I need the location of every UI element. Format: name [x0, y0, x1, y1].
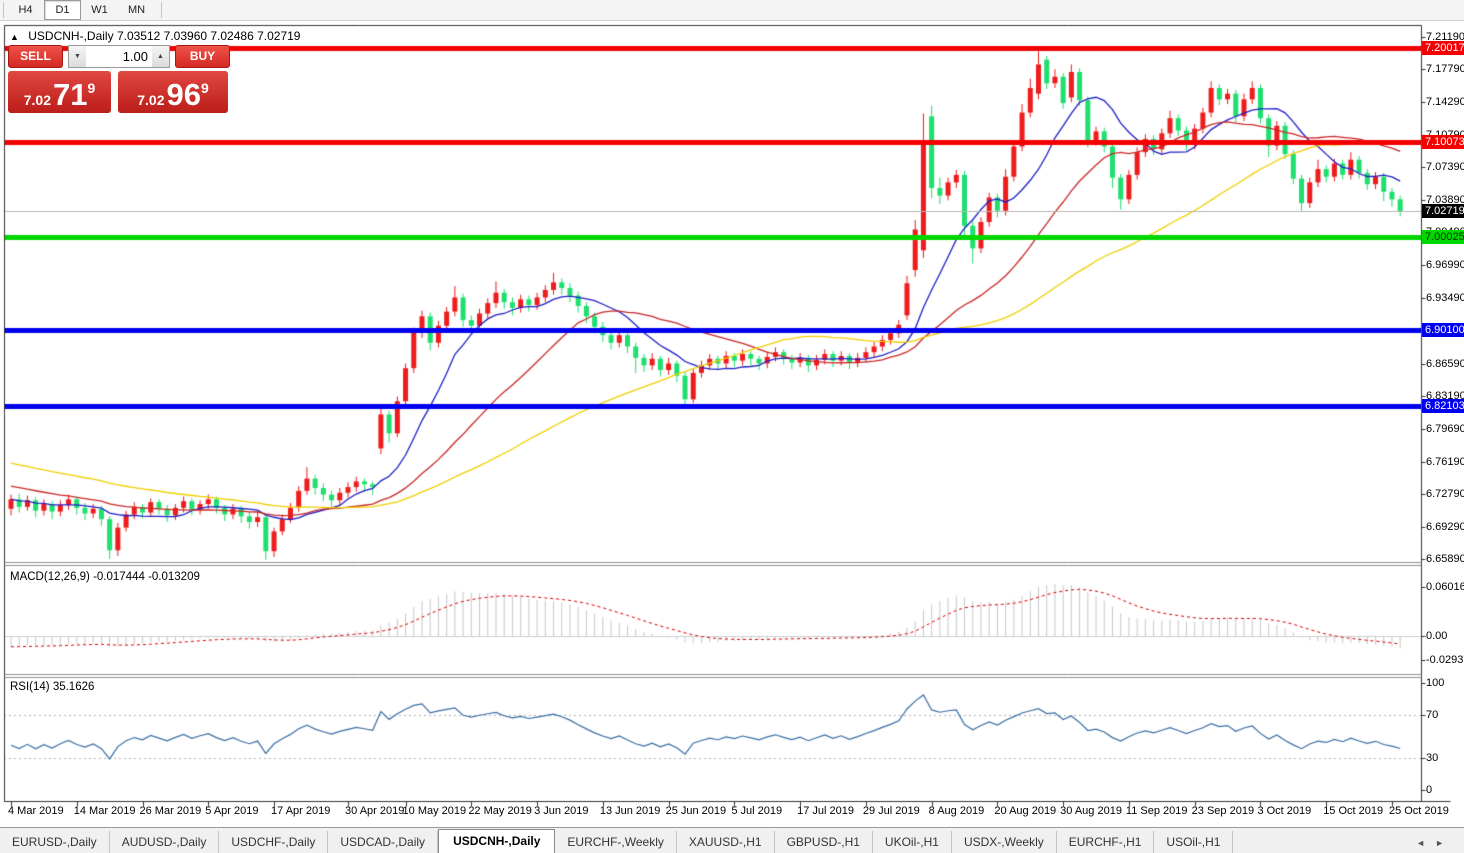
date-axis-label: 25 Oct 2019	[1388, 805, 1449, 817]
price-axis-label: 6.86590	[1426, 357, 1464, 370]
timeframe-button-h4[interactable]: H4	[18, 4, 33, 16]
date-axis-label: 4 Mar 2019	[8, 805, 64, 817]
price-axis-label: 6.72790	[1426, 487, 1464, 500]
buy-price-main: 96	[166, 77, 201, 112]
price-axis-label: 7.14290	[1426, 96, 1464, 109]
buy-price-prefix: 7.02	[137, 92, 165, 108]
price-badge: 6.90100	[1422, 323, 1464, 338]
price-axis-label: 7.07390	[1426, 161, 1464, 174]
symbol-tab-eurusd-daily[interactable]: EURUSD-,Daily	[0, 831, 110, 853]
date-axis-label: 30 Apr 2019	[345, 805, 405, 817]
date-axis-label: 11 Sep 2019	[1125, 805, 1188, 817]
price-axis-label: 7.21190	[1426, 31, 1464, 44]
date-axis-label: 5 Jul 2019	[731, 805, 783, 817]
symbol-tab-xauusd-h1[interactable]: XAUUSD-,H1	[677, 831, 775, 853]
date-axis-label: 3 Jun 2019	[534, 805, 589, 817]
rsi-axis-label: 0	[1426, 784, 1433, 796]
symbol-tab-gbpusd-h1[interactable]: GBPUSD-,H1	[775, 831, 873, 853]
timeframe-button-w1[interactable]: W1	[91, 4, 108, 16]
date-axis-label: 5 Apr 2019	[205, 805, 259, 817]
macd-axis-label: 0.060161	[1426, 580, 1464, 593]
rsi-indicator-label: RSI(14) 35.1626	[10, 681, 95, 693]
price-axis-label: 6.93490	[1426, 292, 1464, 305]
price-badge: 7.00025	[1422, 229, 1464, 244]
buy-price-display[interactable]: 7.02 96 9	[118, 71, 228, 113]
ohlc-quote: 7.03512 7.03960 7.02486 7.02719	[116, 29, 301, 43]
price-axis-label: 6.65890	[1426, 552, 1464, 565]
date-axis-label: 8 Aug 2019	[928, 805, 985, 817]
symbol-tab-eurchf-weekly[interactable]: EURCHF-,Weekly	[555, 831, 677, 853]
date-axis-label: 25 Jun 2019	[665, 805, 727, 817]
symbol-tab-usdcnh-daily[interactable]: USDCNH-,Daily	[438, 829, 556, 853]
date-axis-label: 17 Jul 2019	[797, 805, 854, 817]
price-axis-label: 7.03890	[1426, 194, 1464, 207]
price-badge: 7.20017	[1422, 41, 1464, 56]
date-axis-label: 23 Sep 2019	[1191, 805, 1255, 817]
date-axis-label: 22 May 2019	[468, 805, 532, 817]
rsi-axis-label: 70	[1426, 709, 1439, 722]
volume-stepper: ▼ ▲	[68, 45, 170, 68]
chart-header: ▲ USDCNH-,Daily 7.03512 7.03960 7.02486 …	[10, 29, 300, 43]
date-axis-label: 13 Jun 2019	[599, 805, 661, 817]
price-axis-label: 6.69290	[1426, 520, 1464, 533]
sell-price-main: 71	[52, 77, 88, 112]
price-axis-label: 6.83190	[1426, 389, 1464, 402]
price-axis-label: 6.76190	[1426, 455, 1464, 468]
price-axis-label: 7.17790	[1426, 63, 1464, 76]
price-badge: 6.82103	[1422, 398, 1464, 413]
date-axis-label: 29 Jul 2019	[862, 805, 920, 817]
timeframe-button-d1[interactable]: D1	[44, 0, 81, 20]
date-axis-label: 20 Aug 2019	[994, 805, 1057, 817]
symbol-tab-usoil-h1[interactable]: USOil-,H1	[1154, 831, 1234, 853]
rsi-axis-label: 30	[1426, 751, 1439, 764]
timeframe-toolbar: H4 D1 W1 MN	[0, 0, 1464, 21]
date-axis-label: 15 Oct 2019	[1323, 805, 1384, 817]
volume-input[interactable]	[86, 46, 152, 67]
toolbar-separator	[161, 2, 162, 18]
one-click-trading-panel: SELL ▼ ▲ BUY 7.02 71 9 7.02 96 9	[8, 45, 230, 113]
symbol-tab-bar: EURUSD-,Daily AUDUSD-,Daily USDCHF-,Daily U…	[0, 827, 1464, 853]
symbol-tab-ukoil-h1[interactable]: UKOil-,H1	[873, 831, 952, 853]
sell-price-pip: 9	[87, 80, 96, 96]
symbol-tab-eurchf-h1[interactable]: EURCHF-,H1	[1057, 831, 1155, 853]
symbol-tab-audusd-daily[interactable]: AUDUSD-,Daily	[110, 831, 220, 853]
sell-button[interactable]: SELL	[8, 45, 63, 68]
macd-axis-label: 0.00	[1426, 630, 1448, 642]
symbol-tab-usdcad-daily[interactable]: USDCAD-,Daily	[328, 831, 439, 853]
volume-increase-button[interactable]: ▲	[152, 46, 169, 67]
tab-scroll-left-icon[interactable]: ◄	[1416, 838, 1436, 848]
date-axis-label: 30 Aug 2019	[1060, 805, 1122, 817]
symbol-tab-usdchf-daily[interactable]: USDCHF-,Daily	[219, 831, 329, 853]
sell-price-prefix: 7.02	[23, 92, 51, 108]
date-axis-label: 10 May 2019	[402, 805, 467, 817]
buy-price-pip: 9	[200, 80, 209, 96]
sell-price-display[interactable]: 7.02 71 9	[8, 71, 111, 113]
price-badge: 7.02719	[1422, 204, 1464, 219]
macd-axis-label: -0.029378	[1426, 654, 1464, 667]
date-axis-label: 14 Mar 2019	[73, 805, 136, 817]
date-axis-label: 17 Apr 2019	[271, 805, 331, 817]
tab-scroll-right-icon[interactable]: ►	[1435, 838, 1454, 848]
macd-indicator-label: MACD(12,26,9) -0.017444 -0.013209	[10, 571, 200, 583]
timeframe-button-mn[interactable]: MN	[127, 4, 146, 16]
volume-decrease-button[interactable]: ▼	[69, 46, 86, 67]
symbol-tab-usdx-weekly[interactable]: USDX-,Weekly	[952, 831, 1057, 853]
price-axis-label: 6.79690	[1426, 422, 1464, 435]
date-axis-label: 3 Oct 2019	[1257, 805, 1312, 817]
toolbar-separator	[3, 2, 4, 18]
rsi-axis-label: 100	[1426, 677, 1445, 689]
collapse-panel-icon[interactable]: ▲	[10, 32, 19, 42]
buy-button[interactable]: BUY	[175, 45, 230, 68]
price-axis-label: 6.96990	[1426, 259, 1464, 272]
symbol-label: USDCNH-,Daily	[28, 29, 114, 43]
price-badge: 7.10073	[1422, 135, 1464, 150]
date-axis-label: 26 Mar 2019	[139, 805, 202, 817]
